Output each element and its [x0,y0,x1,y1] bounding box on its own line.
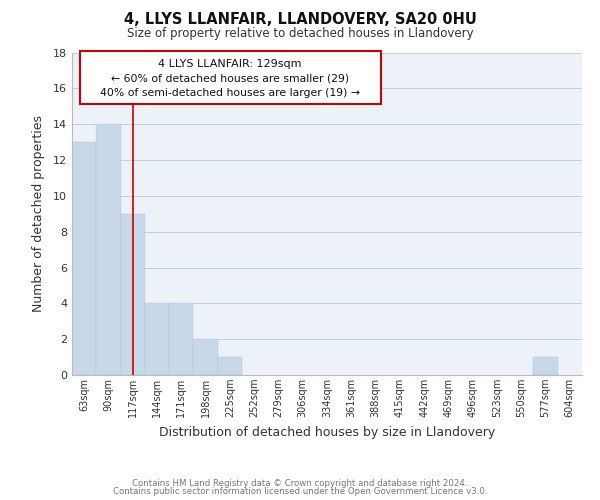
Text: ← 60% of detached houses are smaller (29): ← 60% of detached houses are smaller (29… [111,74,349,84]
Text: 40% of semi-detached houses are larger (19) →: 40% of semi-detached houses are larger (… [100,88,360,98]
Bar [96,124,121,375]
Bar [145,304,169,375]
Bar [121,214,145,375]
X-axis label: Distribution of detached houses by size in Llandovery: Distribution of detached houses by size … [159,426,495,438]
Text: Size of property relative to detached houses in Llandovery: Size of property relative to detached ho… [127,28,473,40]
Bar [218,357,242,375]
Y-axis label: Number of detached properties: Number of detached properties [32,116,44,312]
Text: Contains HM Land Registry data © Crown copyright and database right 2024.: Contains HM Land Registry data © Crown c… [132,478,468,488]
Bar [533,357,558,375]
Text: 4, LLYS LLANFAIR, LLANDOVERY, SA20 0HU: 4, LLYS LLANFAIR, LLANDOVERY, SA20 0HU [124,12,476,28]
Text: 4 LLYS LLANFAIR: 129sqm: 4 LLYS LLANFAIR: 129sqm [158,59,302,69]
Text: Contains public sector information licensed under the Open Government Licence v3: Contains public sector information licen… [113,487,487,496]
Bar [193,339,218,375]
Bar [169,304,193,375]
Bar [72,142,96,375]
FancyBboxPatch shape [80,51,380,104]
